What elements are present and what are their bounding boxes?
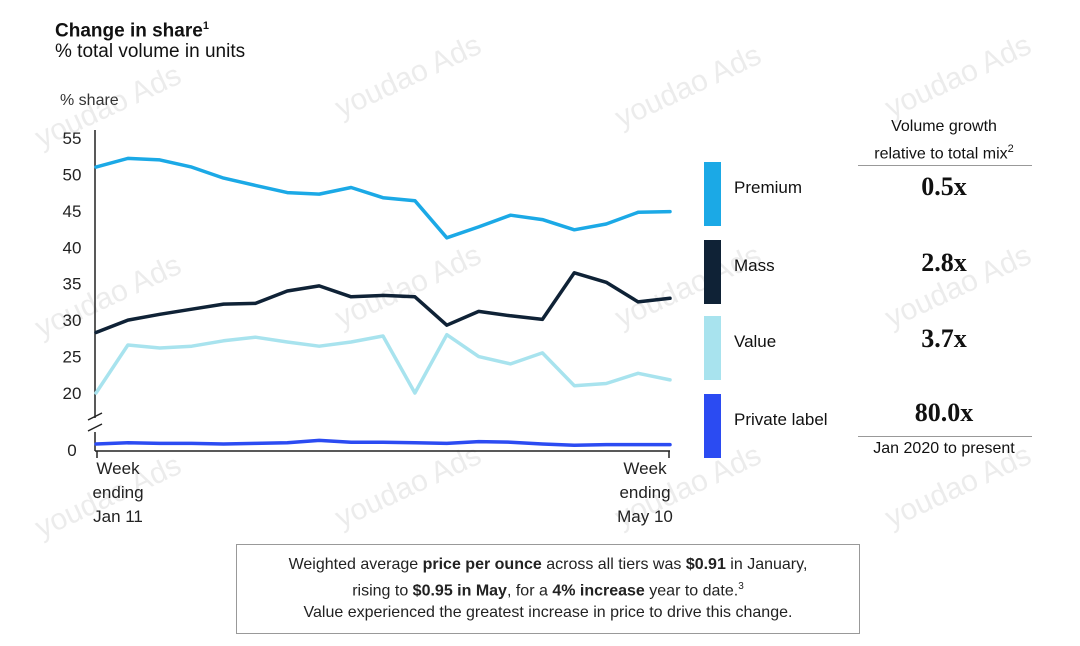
series-line-mass bbox=[94, 271, 672, 335]
y-tick-label: 30 bbox=[63, 311, 82, 330]
volume-growth-period: Jan 2020 to present bbox=[873, 440, 1015, 457]
y-tick-label: 40 bbox=[63, 238, 82, 257]
footnote-marker: 1 bbox=[202, 20, 209, 32]
y-tick-label: 20 bbox=[63, 384, 82, 403]
y-tick-label: 25 bbox=[63, 348, 82, 367]
legend-swatch bbox=[704, 394, 721, 458]
legend-swatch bbox=[704, 316, 721, 380]
volume-growth-mass: 2.8x bbox=[921, 248, 967, 277]
x-axis-start-label: Week ending Jan 11 bbox=[92, 459, 143, 526]
volume-growth-premium: 0.5x bbox=[921, 172, 967, 201]
volume-growth-heading: Volume growth relative to total mix2 bbox=[874, 118, 1014, 163]
footnote-marker: 2 bbox=[1007, 143, 1014, 155]
x-tick-label: Week bbox=[623, 459, 667, 478]
chart-title: Change in share1 bbox=[55, 20, 209, 42]
legend-label: Mass bbox=[734, 256, 775, 275]
x-tick-label: May 10 bbox=[617, 507, 673, 526]
series-line-value bbox=[94, 332, 672, 395]
legend-label: Private label bbox=[734, 410, 828, 429]
legend-swatch bbox=[704, 162, 721, 226]
chart-subtitle: % total volume in units bbox=[55, 41, 246, 62]
legend-swatch bbox=[704, 240, 721, 304]
x-tick-label: ending bbox=[619, 483, 670, 502]
y-axis-ticks: 55 50 45 40 35 30 25 20 0 bbox=[63, 129, 82, 460]
legend-label: Value bbox=[734, 332, 777, 351]
note-box: Weighted average price per ounce across … bbox=[236, 544, 860, 634]
y-tick-label: 55 bbox=[63, 129, 82, 148]
series-line-premium bbox=[94, 156, 672, 240]
y-tick-label: 0 bbox=[67, 441, 76, 460]
chart-axes bbox=[87, 130, 670, 458]
series-line-private-label bbox=[94, 438, 672, 447]
legend-item-mass: Mass bbox=[704, 238, 844, 306]
x-tick-label: ending bbox=[92, 483, 143, 502]
volume-growth-private-label: 80.0x bbox=[914, 398, 974, 427]
volume-growth-value: 3.7x bbox=[921, 324, 967, 353]
divider bbox=[858, 436, 1032, 437]
chart-series bbox=[94, 156, 672, 447]
x-axis-end-label: Week ending May 10 bbox=[617, 459, 673, 526]
y-tick-label: 50 bbox=[63, 165, 82, 184]
y-tick-label: 35 bbox=[63, 275, 82, 294]
x-tick-label: Jan 11 bbox=[93, 507, 143, 526]
legend-item-premium: Premium bbox=[704, 160, 844, 228]
legend-item-value: Value bbox=[704, 314, 844, 382]
footnote-marker: 3 bbox=[738, 581, 744, 592]
legend-item-private-label: Private label bbox=[704, 392, 844, 460]
y-axis-label: % share bbox=[60, 92, 119, 109]
divider bbox=[858, 165, 1032, 166]
y-tick-label: 45 bbox=[63, 202, 82, 221]
x-tick-label: Week bbox=[96, 459, 140, 478]
legend-label: Premium bbox=[734, 178, 803, 197]
axis-break-icon bbox=[87, 412, 103, 432]
